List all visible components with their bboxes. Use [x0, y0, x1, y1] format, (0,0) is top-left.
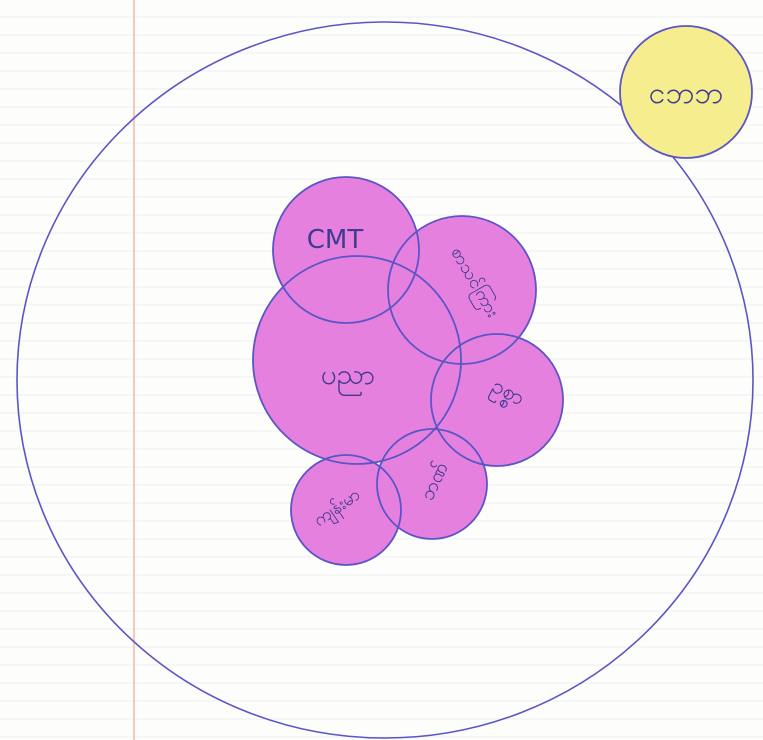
cmt-circle	[272, 176, 420, 324]
center-fill	[253, 256, 461, 464]
group-outlines	[252, 176, 564, 566]
bottom-middle-fill	[377, 429, 487, 539]
outer-community-circle	[16, 21, 754, 739]
top-right-circle	[387, 215, 537, 365]
right-circle	[430, 333, 564, 467]
right-fill	[431, 334, 563, 466]
external-circle-shape	[619, 25, 753, 159]
bottom-middle-circle	[376, 428, 488, 540]
group-fills	[253, 177, 563, 565]
external-circle: ငဘဘ	[619, 25, 753, 159]
cmt-label: CMT	[307, 225, 364, 255]
external-circle-label: ငဘဘ	[649, 76, 723, 111]
center-label: ပညာ	[321, 358, 376, 397]
bottom-left-fill	[291, 455, 401, 565]
bottom-left-circle	[290, 454, 402, 566]
center-circle	[252, 255, 462, 465]
